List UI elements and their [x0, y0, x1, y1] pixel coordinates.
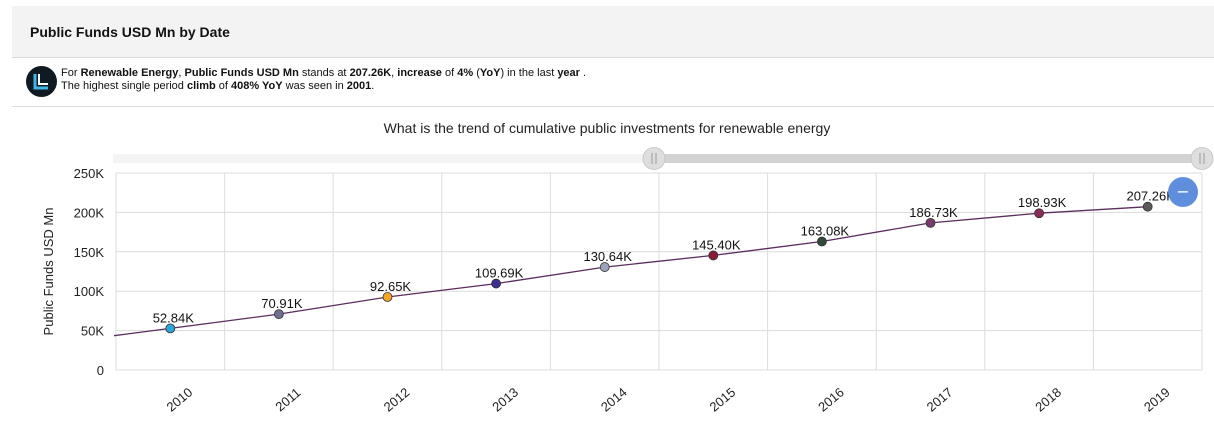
insight-line-1-segment: For	[61, 67, 81, 79]
insight-line-2-segment: 408% YoY	[231, 80, 283, 92]
slider-handle-right[interactable]	[1190, 147, 1214, 170]
data-label: 207.26K	[1126, 189, 1175, 204]
zoom-out-button[interactable]	[1168, 177, 1198, 207]
x-tick-label: 2015	[707, 385, 739, 415]
chart-header: Public Funds USD Mn by Date	[12, 6, 1214, 58]
data-point[interactable]	[817, 236, 827, 247]
x-tick-label: 2019	[1141, 385, 1173, 415]
x-tick-label: 2010	[164, 385, 196, 415]
x-tick-label: 2017	[924, 385, 956, 415]
data-label: 92.65K	[370, 279, 412, 294]
data-point[interactable]	[491, 278, 502, 289]
insight-line-1-segment: increase	[397, 67, 442, 79]
y-tick-label: 250K	[74, 166, 105, 181]
insight-line-2-segment: was seen in	[282, 80, 347, 92]
data-label: 52.84K	[153, 310, 195, 325]
insight-line-1-segment: stands at	[298, 67, 350, 79]
insight-line-2: The highest single period climb of 408% …	[61, 80, 586, 93]
insight-line-1-segment: Public Funds USD Mn	[184, 67, 299, 79]
data-point[interactable]	[165, 323, 176, 334]
data-label: 186.73K	[909, 205, 958, 220]
y-tick-label: 200K	[74, 205, 105, 220]
data-point[interactable]	[925, 217, 936, 228]
insight-line-2-segment: The highest single period	[61, 80, 187, 92]
insight-line-2-segment: .	[371, 80, 375, 92]
data-point[interactable]	[1034, 208, 1044, 219]
insight-text: For Renewable Energy, Public Funds USD M…	[61, 67, 586, 93]
insight-line-1: For Renewable Energy, Public Funds USD M…	[61, 67, 586, 80]
y-axis-title: Public Funds USD Mn	[41, 208, 56, 336]
insight-line-2-segment: climb	[186, 80, 216, 92]
insight-panel: For Renewable Energy, Public Funds USD M…	[12, 59, 1214, 107]
y-tick-label: 0	[97, 363, 104, 378]
slider-track-unselected	[113, 154, 653, 163]
insight-line-1-segment: (	[473, 67, 480, 79]
line-chart: 0 50K 100K 150K 200K 250K 2010 2011 2012 2013 2014…	[41, 147, 1214, 415]
insight-line-1-segment: ) in the last	[500, 67, 558, 79]
insight-line-1-segment: YoY	[479, 67, 501, 79]
insight-line-1-segment: year	[557, 67, 580, 79]
y-tick-label: 100K	[74, 284, 105, 299]
insight-line-1-segment: Renewable Energy	[80, 67, 179, 79]
insight-line-2-segment: 2001	[346, 80, 372, 92]
x-tick-label: 2016	[815, 385, 847, 415]
brand-logo-icon	[26, 66, 57, 97]
data-label: 145.40K	[692, 237, 741, 252]
y-tick-label: 50K	[81, 324, 104, 339]
data-point[interactable]	[599, 262, 610, 272]
x-tick-label: 2014	[598, 385, 630, 415]
insight-line-1-segment: ,	[391, 67, 398, 79]
data-label: 130.64K	[583, 249, 632, 264]
insight-line-2-segment: of	[215, 80, 231, 92]
data-point[interactable]	[708, 250, 719, 261]
x-tick-label: 2013	[489, 385, 521, 415]
data-label: 163.08K	[801, 223, 850, 238]
data-point[interactable]	[382, 292, 393, 302]
chart-title: What is the trend of cumulative public i…	[383, 120, 831, 136]
slider-track-selected[interactable]	[654, 154, 1202, 163]
x-tick-label: 2018	[1032, 385, 1064, 415]
chart-header-title: Public Funds USD Mn by Date	[30, 24, 230, 40]
insight-line-1-segment: .	[579, 67, 587, 79]
x-tick-label: 2011	[272, 385, 303, 414]
data-label: 198.93K	[1018, 195, 1067, 210]
slider-handle-left[interactable]	[642, 147, 666, 170]
insight-line-1-segment: of	[441, 67, 458, 79]
data-point[interactable]	[1142, 201, 1153, 212]
series-line	[113, 206, 1148, 337]
insight-line-1-segment: ,	[178, 67, 185, 79]
x-tick-label: 2012	[381, 385, 413, 415]
data-point[interactable]	[273, 309, 284, 320]
data-label: 109.69K	[475, 266, 524, 281]
minus-icon: −	[1176, 182, 1189, 201]
insight-line-1-segment: 207.26K	[349, 67, 392, 79]
y-tick-label: 150K	[74, 245, 105, 260]
data-label: 70.91K	[261, 296, 303, 311]
insight-line-1-segment: 4%	[457, 67, 474, 79]
